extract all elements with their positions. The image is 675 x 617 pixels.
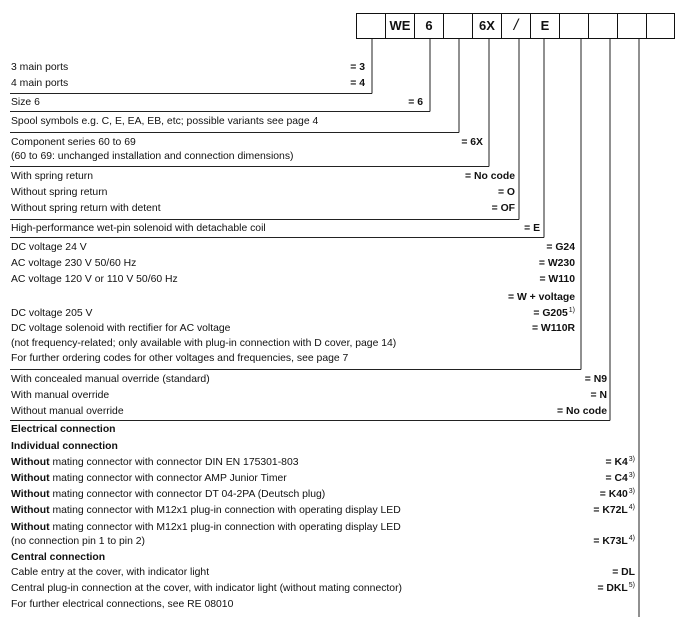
row-text: Without mating connector with connector … xyxy=(11,457,299,469)
row-code: = 3 xyxy=(350,62,365,73)
row-text-rest: mating connector with M12x1 plug-in conn… xyxy=(49,505,401,516)
footnote-ref: 3) xyxy=(628,488,635,495)
row-text: With manual override xyxy=(11,390,110,401)
row-text: Without manual override xyxy=(11,406,124,417)
row-text-bold: Without xyxy=(11,505,50,516)
row-code: = W230 xyxy=(538,258,575,269)
row-text: 4 main ports xyxy=(11,78,69,89)
row-text: High-performance wet-pin solenoid with d… xyxy=(11,223,266,234)
row-code: = K72L4) xyxy=(593,504,635,517)
row-code: = 4 xyxy=(350,78,365,89)
row-text: Spool symbols e.g. C, E, EA, EB, etc; po… xyxy=(11,116,319,127)
row-code: = N9 xyxy=(584,374,607,385)
code-box-7: E xyxy=(530,13,560,39)
row-text-rest: mating connector with connector DT 04-2P… xyxy=(49,489,326,500)
row-text: With concealed manual override (standard… xyxy=(11,374,210,385)
section-heading: Electrical connection xyxy=(11,424,116,435)
row-text: Without mating connector with M12x1 plug… xyxy=(11,505,401,517)
row-text-bold: Without xyxy=(11,457,50,468)
row-text: Without spring return xyxy=(11,187,108,198)
row-code: = 6X xyxy=(461,137,483,148)
footnote-ref: 4) xyxy=(628,504,635,511)
code-value: = C4 xyxy=(605,473,628,484)
section-subheading: Central connection xyxy=(11,552,106,563)
code-value: = K40 xyxy=(599,489,628,500)
code-box-5: 6X xyxy=(472,13,502,39)
row-text: 3 main ports xyxy=(11,62,69,73)
row-text-bold: Without xyxy=(11,522,50,533)
row-text: Without mating connector with connector … xyxy=(11,473,287,485)
row-text: Size 6 xyxy=(11,97,40,108)
row-code: = 6 xyxy=(408,97,423,108)
code-value: = K4 xyxy=(605,457,628,468)
row-text: Central plug-in connection at the cover,… xyxy=(11,583,403,594)
row-text: Without mating connector with M12x1 plug… xyxy=(11,522,401,534)
code-box-2: WE xyxy=(385,13,415,39)
code-box-11 xyxy=(646,13,675,39)
row-text: DC voltage 24 V xyxy=(11,242,87,253)
row-text: (no connection pin 1 to pin 2) xyxy=(11,536,146,547)
footnote-ref: 1) xyxy=(568,307,575,314)
row-text-rest: mating connector with M12x1 plug-in conn… xyxy=(49,522,401,533)
row-text: Without mating connector with connector … xyxy=(11,489,325,501)
row-code: = K73L4) xyxy=(593,535,635,548)
row-code: = G24 xyxy=(546,242,575,253)
code-box-4 xyxy=(443,13,473,39)
row-text: DC voltage 205 V xyxy=(11,308,93,319)
code-box-3: 6 xyxy=(414,13,444,39)
code-box-1 xyxy=(356,13,386,39)
footnote-ref: 3) xyxy=(628,472,635,479)
row-code: = E xyxy=(524,223,540,234)
row-code: = No code xyxy=(557,406,607,417)
row-text: (not frequency-related; only available w… xyxy=(11,338,397,349)
code-value: = K72L xyxy=(593,505,628,516)
row-code: = OF xyxy=(491,203,515,214)
row-code: = N xyxy=(590,390,607,401)
row-text: For further ordering codes for other vol… xyxy=(11,353,349,364)
row-code: = W110R xyxy=(531,323,575,334)
row-text: Cable entry at the cover, with indicator… xyxy=(11,567,210,578)
code-box-9 xyxy=(588,13,618,39)
slash-separator: / xyxy=(513,17,519,34)
row-code: = K403) xyxy=(599,488,635,501)
code-box-6: / xyxy=(501,13,531,39)
code-value: = G205 xyxy=(533,308,568,319)
row-text: DC voltage solenoid with rectifier for A… xyxy=(11,323,231,334)
code-value: = DKL xyxy=(597,583,628,594)
row-code: = DKL5) xyxy=(597,582,635,595)
row-text: (60 to 69: unchanged installation and co… xyxy=(11,151,294,162)
row-code: = K43) xyxy=(605,456,635,469)
row-code: = W110 xyxy=(539,274,575,285)
row-code: = DL xyxy=(612,567,635,578)
code-box-10 xyxy=(617,13,647,39)
row-text: For further electrical connections, see … xyxy=(11,599,234,610)
row-text: Without spring return with detent xyxy=(11,203,161,214)
footnote-ref: 4) xyxy=(628,535,635,542)
row-code: = O xyxy=(497,187,515,198)
row-text-rest: mating connector with connector AMP Juni… xyxy=(49,473,287,484)
row-text: AC voltage 120 V or 110 V 50/60 Hz xyxy=(11,274,178,285)
row-text: Component series 60 to 69 xyxy=(11,137,136,148)
code-value: = K73L xyxy=(593,536,628,547)
row-text-bold: Without xyxy=(11,473,50,484)
row-code: = No code xyxy=(465,171,515,182)
footnote-ref: 5) xyxy=(628,582,635,589)
footnote-ref: 3) xyxy=(628,456,635,463)
row-text-bold: Without xyxy=(11,489,50,500)
row-text-rest: mating connector with connector DIN EN 1… xyxy=(49,457,299,468)
code-box-8 xyxy=(559,13,589,39)
row-text: AC voltage 230 V 50/60 Hz xyxy=(11,258,137,269)
row-code: = W + voltage xyxy=(508,292,575,303)
row-code: = C43) xyxy=(605,472,635,485)
row-text: With spring return xyxy=(11,171,93,182)
section-subheading: Individual connection xyxy=(11,441,118,452)
row-code: = G2051) xyxy=(533,307,575,320)
